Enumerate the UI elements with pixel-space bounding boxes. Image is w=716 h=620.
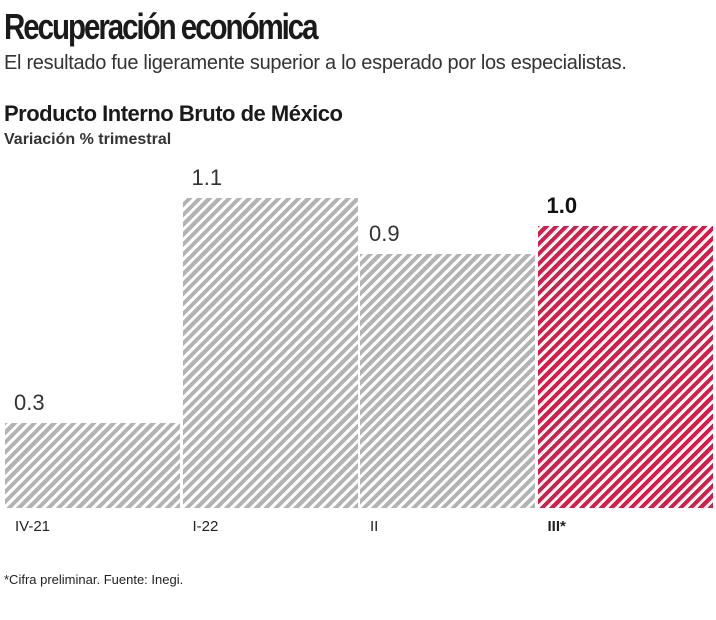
page-title: Recuperación económica <box>4 6 319 47</box>
x-tick-label: III* <box>547 518 566 535</box>
chart-unit-label: Variación % trimestral <box>4 131 172 148</box>
chart-title: Producto Interno Bruto de México <box>4 101 343 126</box>
x-tick-label: I-22 <box>192 518 219 535</box>
bar-IV-21 <box>5 423 180 508</box>
footnote: *Cifra preliminar. Fuente: Inegi. <box>4 572 184 587</box>
bar-II <box>360 254 535 508</box>
value-label: 1.0 <box>546 193 578 219</box>
x-tick-label: IV-21 <box>15 518 51 535</box>
page-subtitle: El resultado fue ligeramente superior a … <box>4 52 627 74</box>
value-label: 0.9 <box>369 221 400 247</box>
bar-I-22 <box>182 198 358 508</box>
value-label: 1.1 <box>191 165 223 190</box>
value-label: 0.3 <box>14 390 45 416</box>
x-tick-label: II <box>370 518 379 535</box>
bar-III* <box>537 226 713 508</box>
